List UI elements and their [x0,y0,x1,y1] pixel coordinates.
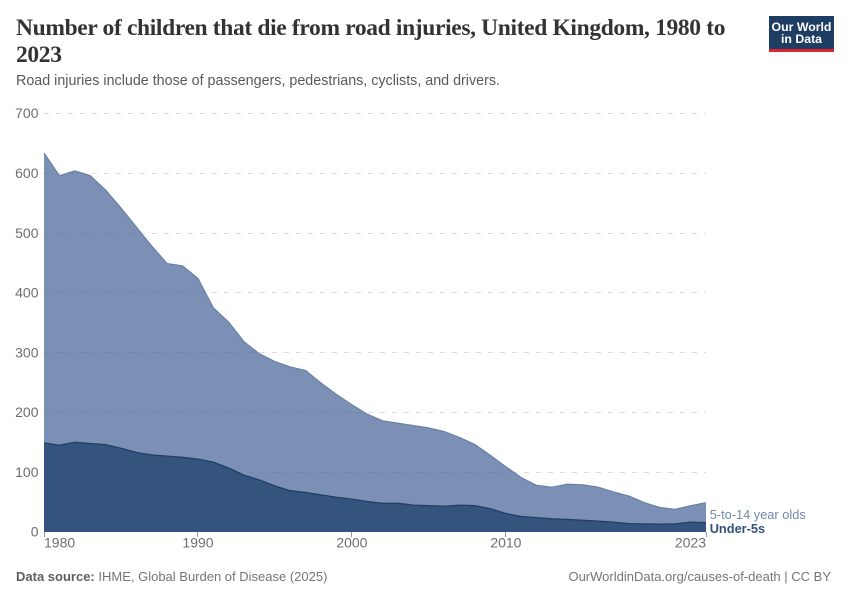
svg-text:100: 100 [15,464,39,480]
svg-text:500: 500 [15,225,39,241]
svg-text:1980: 1980 [44,535,75,551]
svg-text:600: 600 [15,165,39,181]
svg-text:0: 0 [31,524,39,540]
svg-text:1990: 1990 [182,535,213,551]
svg-text:300: 300 [15,344,39,360]
svg-text:700: 700 [15,105,39,121]
svg-text:2000: 2000 [336,535,367,551]
svg-text:2010: 2010 [490,535,521,551]
svg-text:400: 400 [15,285,39,301]
svg-text:200: 200 [15,404,39,420]
svg-text:2023: 2023 [675,535,706,551]
